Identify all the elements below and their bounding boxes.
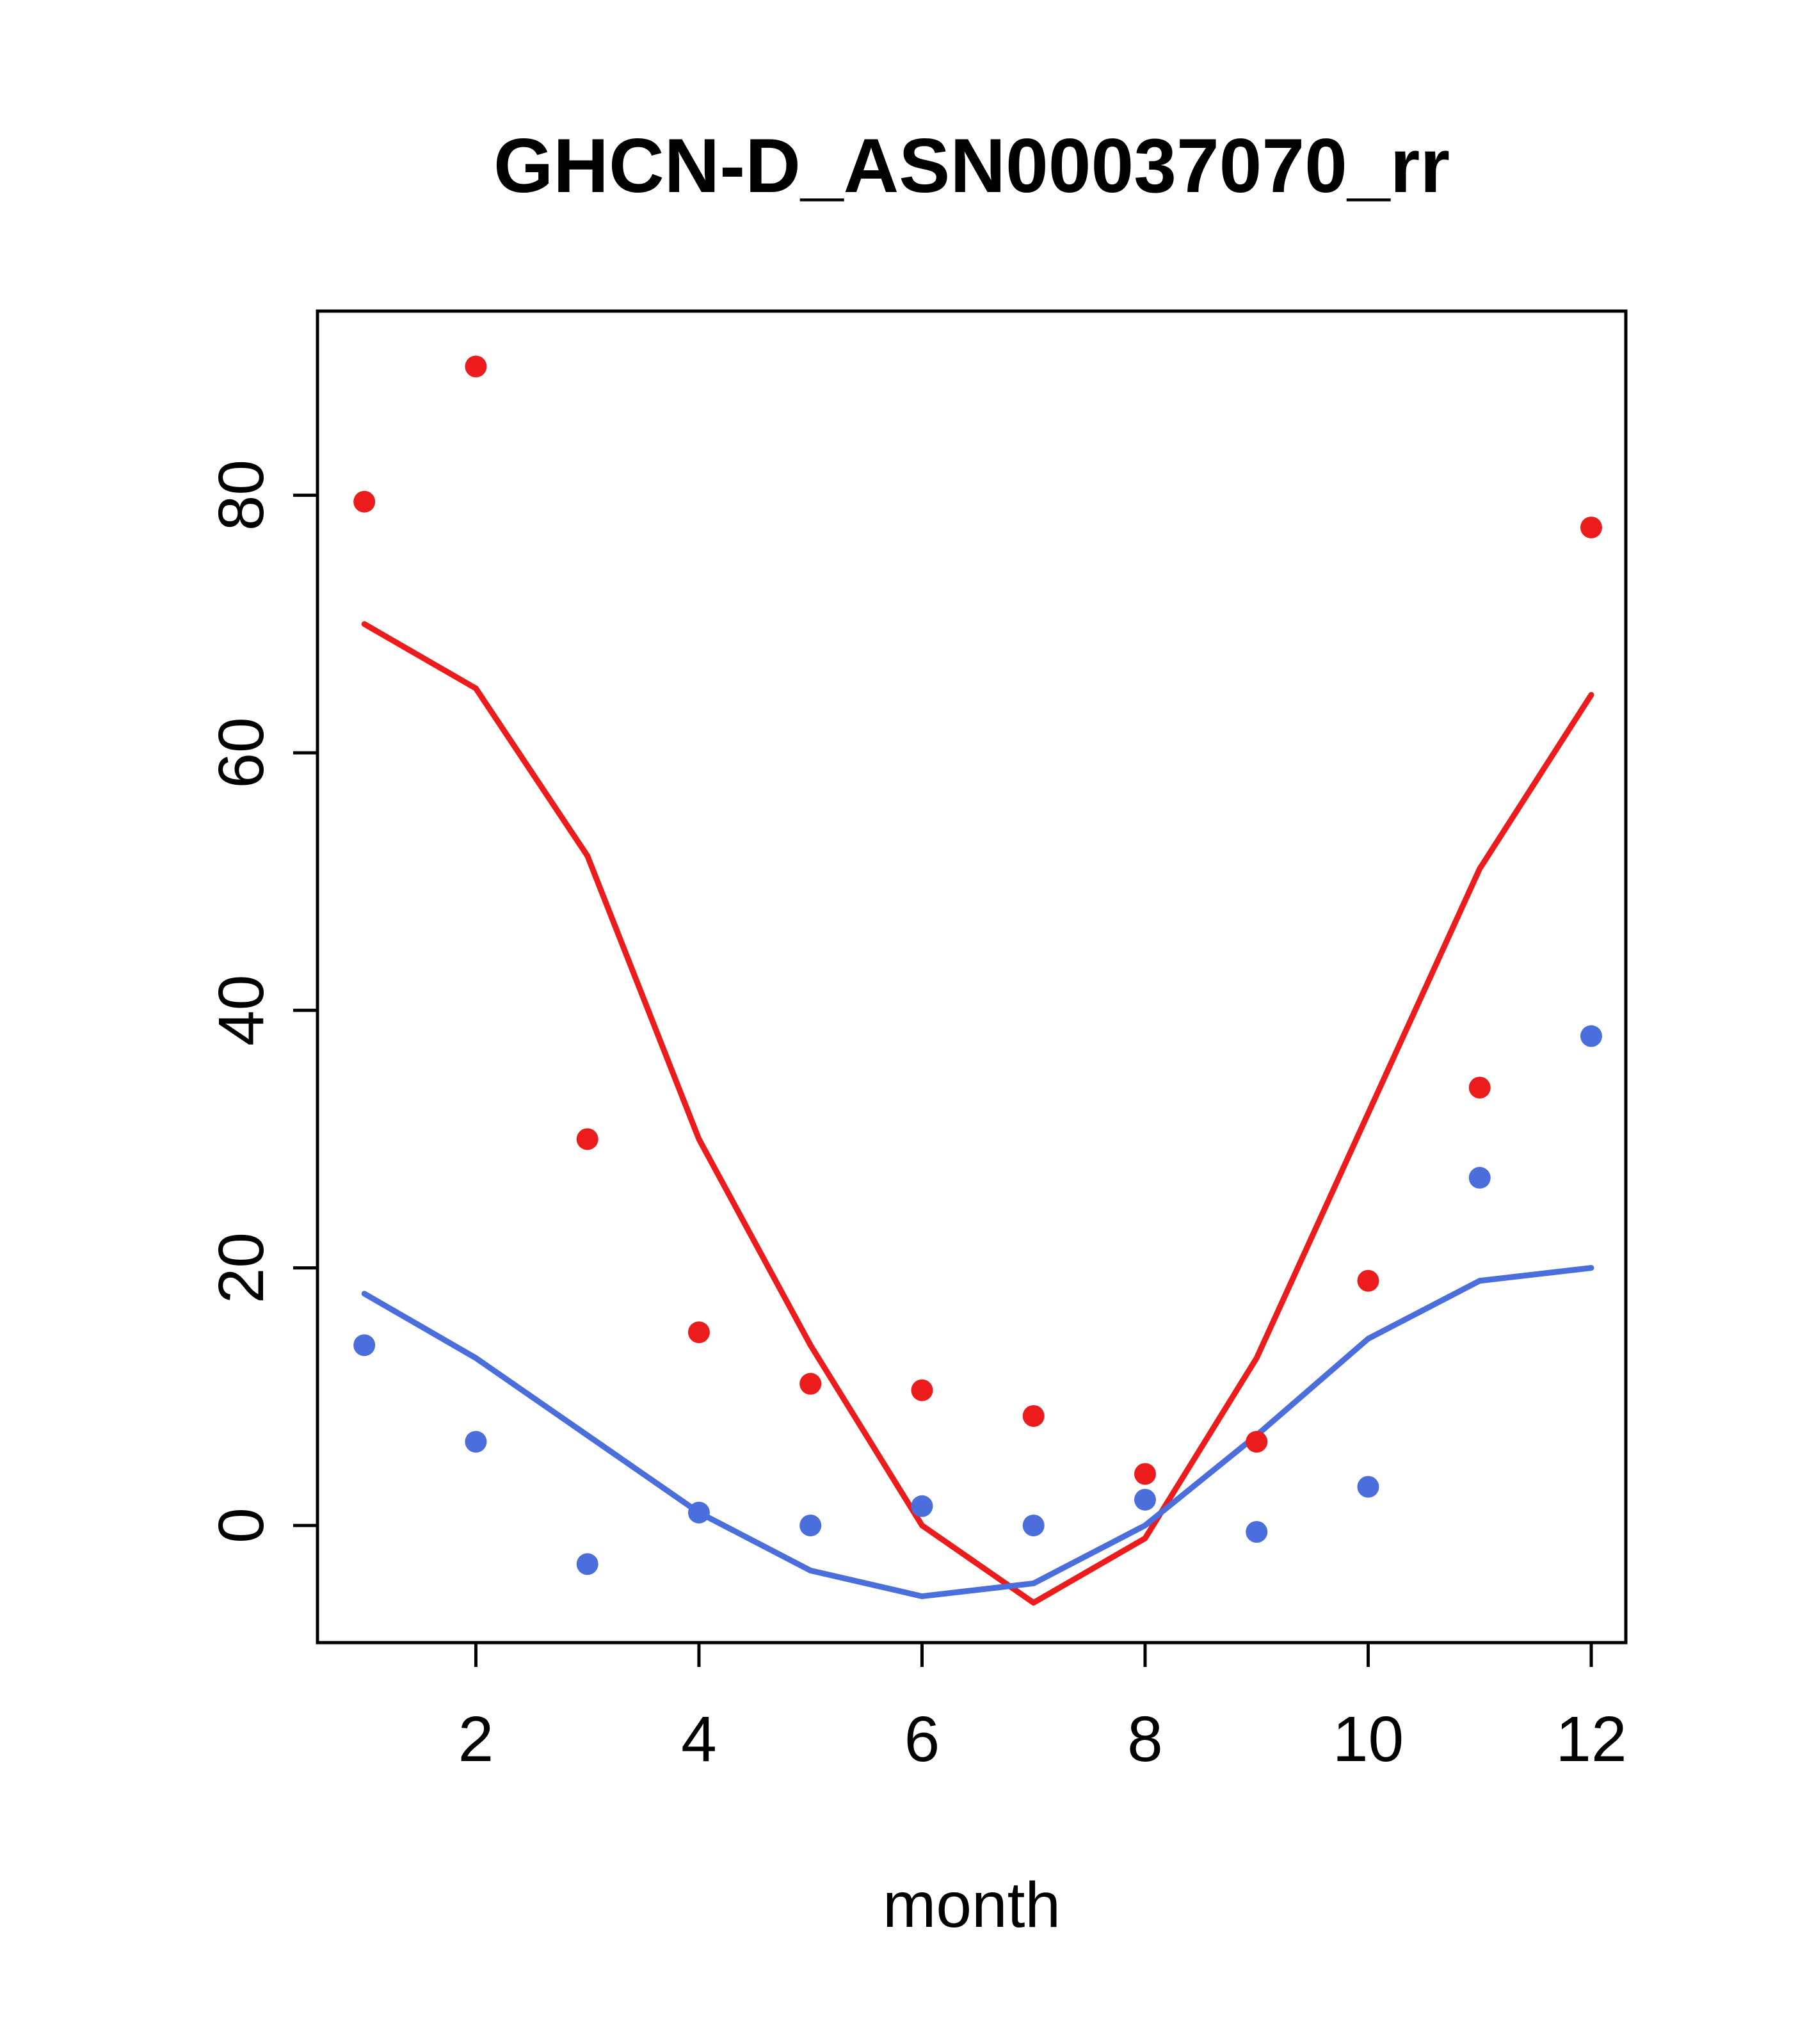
red-points-marker	[1468, 1076, 1491, 1098]
red-points-marker	[911, 1379, 933, 1401]
y-tick-label: 60	[205, 717, 277, 788]
blue-points-marker	[353, 1334, 376, 1356]
red-points-marker	[687, 1321, 710, 1344]
blue-points-marker	[911, 1495, 933, 1517]
red-points-marker	[1246, 1431, 1268, 1453]
x-tick-label: 6	[904, 1703, 940, 1775]
blue-points-marker	[1134, 1488, 1156, 1511]
red-points-marker	[1357, 1269, 1379, 1292]
blue-points-marker	[1468, 1166, 1491, 1189]
x-axis-label: month	[883, 1869, 1061, 1941]
y-tick-label: 80	[205, 460, 277, 531]
red-points-marker	[576, 1128, 598, 1150]
red-points-marker	[799, 1372, 822, 1395]
x-tick-label: 10	[1333, 1703, 1404, 1775]
red-points-marker	[1134, 1463, 1156, 1485]
blue-line	[361, 1265, 1594, 1600]
red-points-marker	[1022, 1404, 1045, 1427]
x-tick-label: 2	[458, 1703, 494, 1775]
blue-points-marker	[1357, 1476, 1379, 1498]
x-tick-label: 4	[681, 1703, 717, 1775]
plot-box	[316, 309, 1628, 1645]
blue-points-marker	[465, 1431, 487, 1453]
chart-title: GHCN-D_ASN00037070_rr	[494, 123, 1450, 209]
blue-points-marker	[1246, 1521, 1268, 1543]
blue-points-marker	[1580, 1025, 1602, 1047]
x-tick-label: 8	[1127, 1703, 1163, 1775]
red-points-marker	[353, 490, 376, 513]
blue-points-marker	[1022, 1514, 1045, 1536]
x-tick-label: 12	[1555, 1703, 1626, 1775]
y-tick-label: 0	[205, 1508, 277, 1543]
blue-points-marker	[799, 1514, 822, 1536]
blue-points-marker	[576, 1553, 598, 1575]
red-points-marker	[465, 355, 487, 378]
plot-area: 2 4 6 8 10 12 0 20 40 60 80	[205, 309, 1628, 1775]
red-points-marker	[1580, 516, 1602, 538]
red-line	[361, 621, 1594, 1606]
y-tick-label: 40	[205, 975, 277, 1046]
y-tick-label: 20	[205, 1232, 277, 1303]
blue-points-marker	[687, 1501, 710, 1524]
